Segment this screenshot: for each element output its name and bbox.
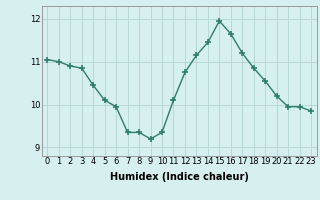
X-axis label: Humidex (Indice chaleur): Humidex (Indice chaleur) [110, 172, 249, 182]
